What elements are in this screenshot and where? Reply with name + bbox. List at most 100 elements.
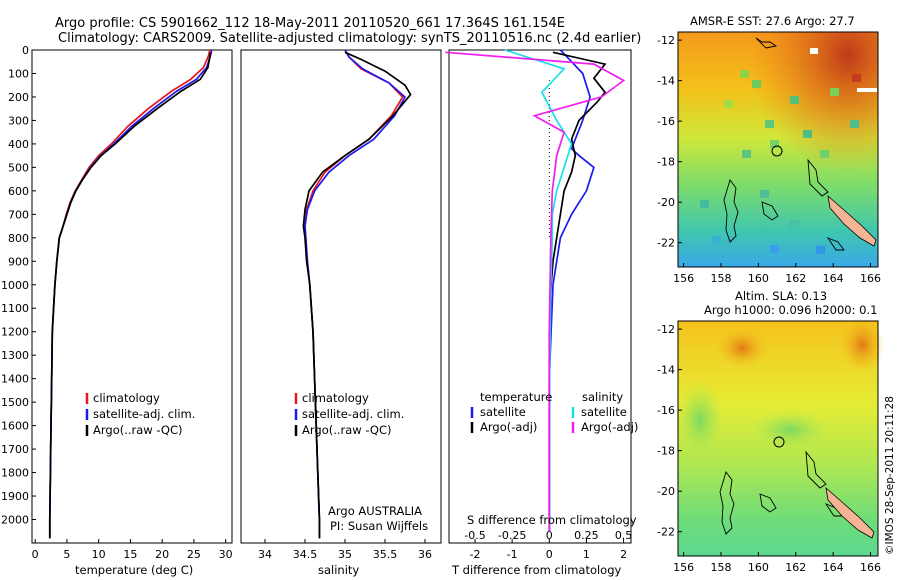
sst-pixel (740, 70, 749, 78)
sst-pixel (752, 80, 761, 88)
depth-tick-label: 1600 (1, 420, 29, 433)
map-y-tick-label: -18 (657, 445, 675, 458)
legend-title-temperature: temperature (480, 390, 552, 404)
map-x-tick-label: 156 (673, 272, 694, 285)
x-tick-label: 35 (338, 548, 352, 561)
sst-pixel (700, 200, 709, 208)
depth-tick-label: 200 (8, 91, 29, 104)
credit-line1: Argo AUSTRALIA (328, 504, 422, 518)
sst-map-ticks: 156 158 160 162 164 166 -12 -14 -16 -18 -20 -22 (657, 34, 881, 285)
map-y-tick-label: -20 (657, 196, 675, 209)
map-x-tick-label: 162 (785, 561, 806, 574)
credit-line2: PI: Susan Wijffels (330, 519, 428, 533)
sst-pixel (803, 130, 812, 138)
sla-map-frame (677, 320, 879, 557)
sst-pixel (742, 150, 751, 158)
figure-title-line1: Argo profile: CS 5901662_112 18-May-2011… (55, 16, 565, 31)
x-tick-label: 10 (92, 548, 106, 561)
legend-label: climatology (302, 391, 369, 405)
figure-title-line2: Climatology: CARS2009. Satellite-adjuste… (58, 31, 641, 46)
depth-tick-label: 900 (8, 255, 29, 268)
depth-tick-label: 1300 (1, 349, 29, 362)
salinity-plot: 34 34.5 35 35.5 36 climatology satellite-adj. … (258, 49, 432, 561)
depth-tick-label: 300 (8, 114, 29, 127)
depth-tick-label: 1000 (1, 279, 29, 292)
depth-tick-label: 1700 (1, 443, 29, 456)
series-line-1 (304, 49, 407, 539)
map-y-tick-label: -16 (657, 115, 675, 128)
legend-label: satellite-adj. clim. (302, 407, 404, 421)
legend-label: Argo(..raw -QC) (93, 423, 183, 437)
x-tick-label: 0 (546, 548, 553, 561)
sla-map-high-patch (716, 328, 768, 368)
sst-pixel (790, 96, 799, 104)
sst-pixel (852, 74, 861, 82)
depth-tick-label: 1400 (1, 373, 29, 386)
sst-pixel (770, 140, 779, 148)
sla-map: Altim. SLA: 0.13 Argo h1000: 0.096 h2000… (657, 289, 884, 574)
legend-label: satellite (581, 405, 627, 419)
sst-map-warm-patch (678, 32, 878, 267)
legend-label: Argo(-adj) (480, 420, 537, 434)
sst-missing-data (810, 48, 818, 54)
map-x-tick-label: 156 (673, 561, 694, 574)
sst-map-pixels (700, 48, 877, 254)
sst-pixel (712, 236, 721, 244)
sla-map-subtitle: Argo h1000: 0.096 h2000: 0.1 (704, 303, 877, 317)
diff-series-line-3 (445, 51, 626, 532)
salinity-axes (240, 49, 442, 544)
x-tick-label: 1 (583, 548, 590, 561)
depth-tick-label: 0 (22, 44, 29, 57)
depth-tick-label: 1200 (1, 326, 29, 339)
imos-timestamp: ©IMOS 28-Sep-2011 20:11:28 (884, 396, 896, 555)
depth-tick-label: 500 (8, 161, 29, 174)
map-x-tick-label: 164 (823, 272, 844, 285)
depth-tick-label: 1800 (1, 467, 29, 480)
depth-tick-label: 800 (8, 232, 29, 245)
sst-map-land (827, 194, 877, 247)
sst-pixel (770, 245, 779, 253)
sst-pixel (760, 190, 769, 198)
map-y-tick-label: -22 (657, 526, 675, 539)
map-y-tick-label: -16 (657, 404, 675, 417)
sla-map-land (825, 486, 875, 539)
difference-xlabel: T difference from climatology (451, 563, 622, 577)
temperature-plot: 0 5 10 15 20 25 30 climatology satellite-adj. cl… (32, 49, 233, 561)
s-tick-label: -0.5 (464, 529, 485, 542)
map-y-tick-label: -14 (657, 75, 675, 88)
map-y-tick-label: -20 (657, 485, 675, 498)
sst-map-title: AMSR-E SST: 27.6 Argo: 27.7 (690, 14, 855, 28)
depth-tick-label: 1900 (1, 490, 29, 503)
x-tick-label: 30 (219, 548, 233, 561)
sla-map-low-patch-2 (676, 380, 724, 460)
sla-map-low-patch (750, 410, 830, 450)
sst-pixel (765, 120, 774, 128)
s-tick-label: 0.25 (574, 529, 599, 542)
difference-axes (448, 49, 632, 544)
diff-series-line-0 (548, 49, 595, 532)
s-tick-label: 0.5 (615, 529, 633, 542)
x-tick-label: 5 (63, 548, 70, 561)
x-tick-label: -1 (507, 548, 518, 561)
map-x-tick-label: 166 (860, 561, 881, 574)
x-tick-label: 34.5 (293, 548, 318, 561)
x-tick-label: 20 (155, 548, 169, 561)
sst-missing-data (857, 88, 877, 92)
diff-series-line-1 (548, 51, 607, 532)
sla-map-high-patch-2 (840, 317, 884, 373)
x-tick-label: 0 (32, 548, 39, 561)
legend-label: Argo(-adj) (581, 420, 638, 434)
x-tick-label: 35.5 (373, 548, 398, 561)
sla-map-ticks: 156 158 160 162 164 166 -12 -14 -16 -18 -20 -22 (657, 323, 881, 574)
sst-pixel (830, 88, 839, 96)
map-y-tick-label: -22 (657, 237, 675, 250)
sla-map-title: Altim. SLA: 0.13 (735, 289, 827, 303)
depth-tick-label: 700 (8, 208, 29, 221)
temperature-axes (31, 49, 233, 544)
map-x-tick-label: 158 (710, 561, 731, 574)
x-tick-label: 25 (187, 548, 201, 561)
x-tick-label: 34 (258, 548, 272, 561)
sst-map: AMSR-E SST: 27.6 Argo: 27.7 156 158 160 162… (657, 14, 881, 285)
salinity-xlabel: salinity (318, 563, 359, 577)
